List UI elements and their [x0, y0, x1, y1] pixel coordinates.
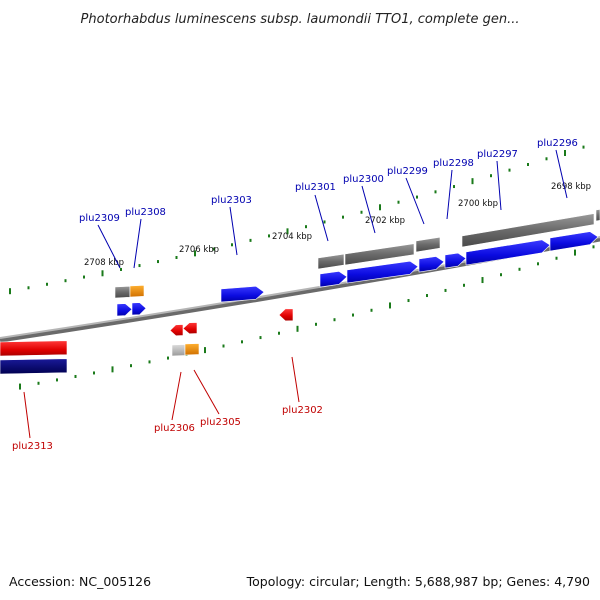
cds-plu2299	[418, 256, 445, 273]
gene-bar-plu2306	[171, 344, 186, 357]
leader-plu2299	[405, 177, 425, 225]
kbp-label-2698: 2698 kbp	[551, 182, 591, 192]
gene-bar-plu2297	[461, 213, 595, 248]
gene-bar-plu2300	[344, 243, 415, 266]
gene-label-plu2306[interactable]: plu2306	[154, 423, 195, 434]
leader-plu2313	[23, 391, 31, 439]
gene-label-plu2299[interactable]: plu2299	[387, 166, 428, 177]
cds-plu2303	[220, 285, 265, 303]
kbp-scale: 2708 kbp 2706 kbp 2704 kbp 2702 kbp 2700…	[84, 182, 591, 268]
cds-plu2308	[131, 302, 147, 316]
gene-label-plu2303[interactable]: plu2303	[211, 195, 252, 206]
kbp-label-2706: 2706 kbp	[179, 245, 219, 255]
gene-bar-plu2299	[415, 236, 441, 253]
genome-summary-text: Topology: circular; Length: 5,688,987 bp…	[246, 574, 590, 589]
leader-plu2309	[97, 224, 121, 269]
gene-bar-plu2313	[0, 340, 68, 357]
rna-bar-plu2305	[184, 343, 200, 356]
cds-plu2298	[444, 252, 467, 269]
kbp-label-2700: 2700 kbp	[458, 199, 498, 209]
cds-features	[116, 231, 599, 337]
map-title: Photorhabdus luminescens subsp. laumondi…	[81, 12, 520, 27]
leader-plu2298	[446, 169, 453, 220]
label-leaders	[23, 149, 568, 439]
gene-label-plu2305[interactable]: plu2305	[200, 417, 241, 428]
forward-gene-labels: plu2309 plu2308 plu2303 plu2301 plu2300 …	[79, 138, 578, 224]
gene-label-plu2301[interactable]: plu2301	[295, 182, 336, 193]
gene-bars	[0, 209, 600, 375]
kbp-label-2704: 2704 kbp	[272, 232, 312, 242]
gene-label-plu2300[interactable]: plu2300	[343, 174, 384, 185]
leader-plu2301	[314, 194, 329, 242]
gene-label-plu2309[interactable]: plu2309	[79, 213, 120, 224]
gene-bar-plu2309	[114, 285, 131, 299]
leader-plu2303	[229, 206, 238, 256]
leader-plu2305	[193, 369, 220, 415]
tick-marks	[9, 145, 595, 390]
gene-label-plu2297[interactable]: plu2297	[477, 149, 518, 160]
leader-plu2296	[555, 149, 568, 199]
leader-plu2300	[361, 185, 376, 234]
cds-plu2300	[346, 260, 419, 284]
leader-plu2302	[291, 356, 300, 403]
leader-plu2297	[496, 160, 502, 211]
gene-label-plu2308[interactable]: plu2308	[125, 207, 166, 218]
kbp-label-2708: 2708 kbp	[84, 258, 124, 268]
gene-bar-plu2296	[595, 209, 600, 222]
rna-bar-plu2308	[129, 284, 145, 298]
cds-plu2305	[182, 322, 198, 335]
cds-plu2309	[116, 303, 133, 317]
gene-label-plu2296[interactable]: plu2296	[537, 138, 578, 149]
leader-plu2308	[133, 218, 142, 269]
accession-text: Accession: NC_005126	[9, 574, 151, 589]
cds-plu2296	[549, 231, 599, 252]
reverse-gene-labels: plu2306 plu2305 plu2302 plu2313	[12, 405, 323, 452]
cds-plu2301	[319, 271, 348, 288]
gene-label-plu2298[interactable]: plu2298	[433, 158, 474, 169]
gene-label-plu2302[interactable]: plu2302	[282, 405, 323, 416]
kbp-label-2702: 2702 kbp	[365, 216, 405, 226]
gene-label-plu2313[interactable]: plu2313	[12, 441, 53, 452]
cds-plu2306	[169, 324, 184, 337]
gene-bar-plu2313-navy	[0, 358, 68, 375]
cds-plu2302	[278, 308, 294, 322]
cds-plu2297	[465, 239, 551, 266]
gene-bar-plu2301	[317, 253, 345, 270]
leader-plu2306	[171, 371, 182, 421]
